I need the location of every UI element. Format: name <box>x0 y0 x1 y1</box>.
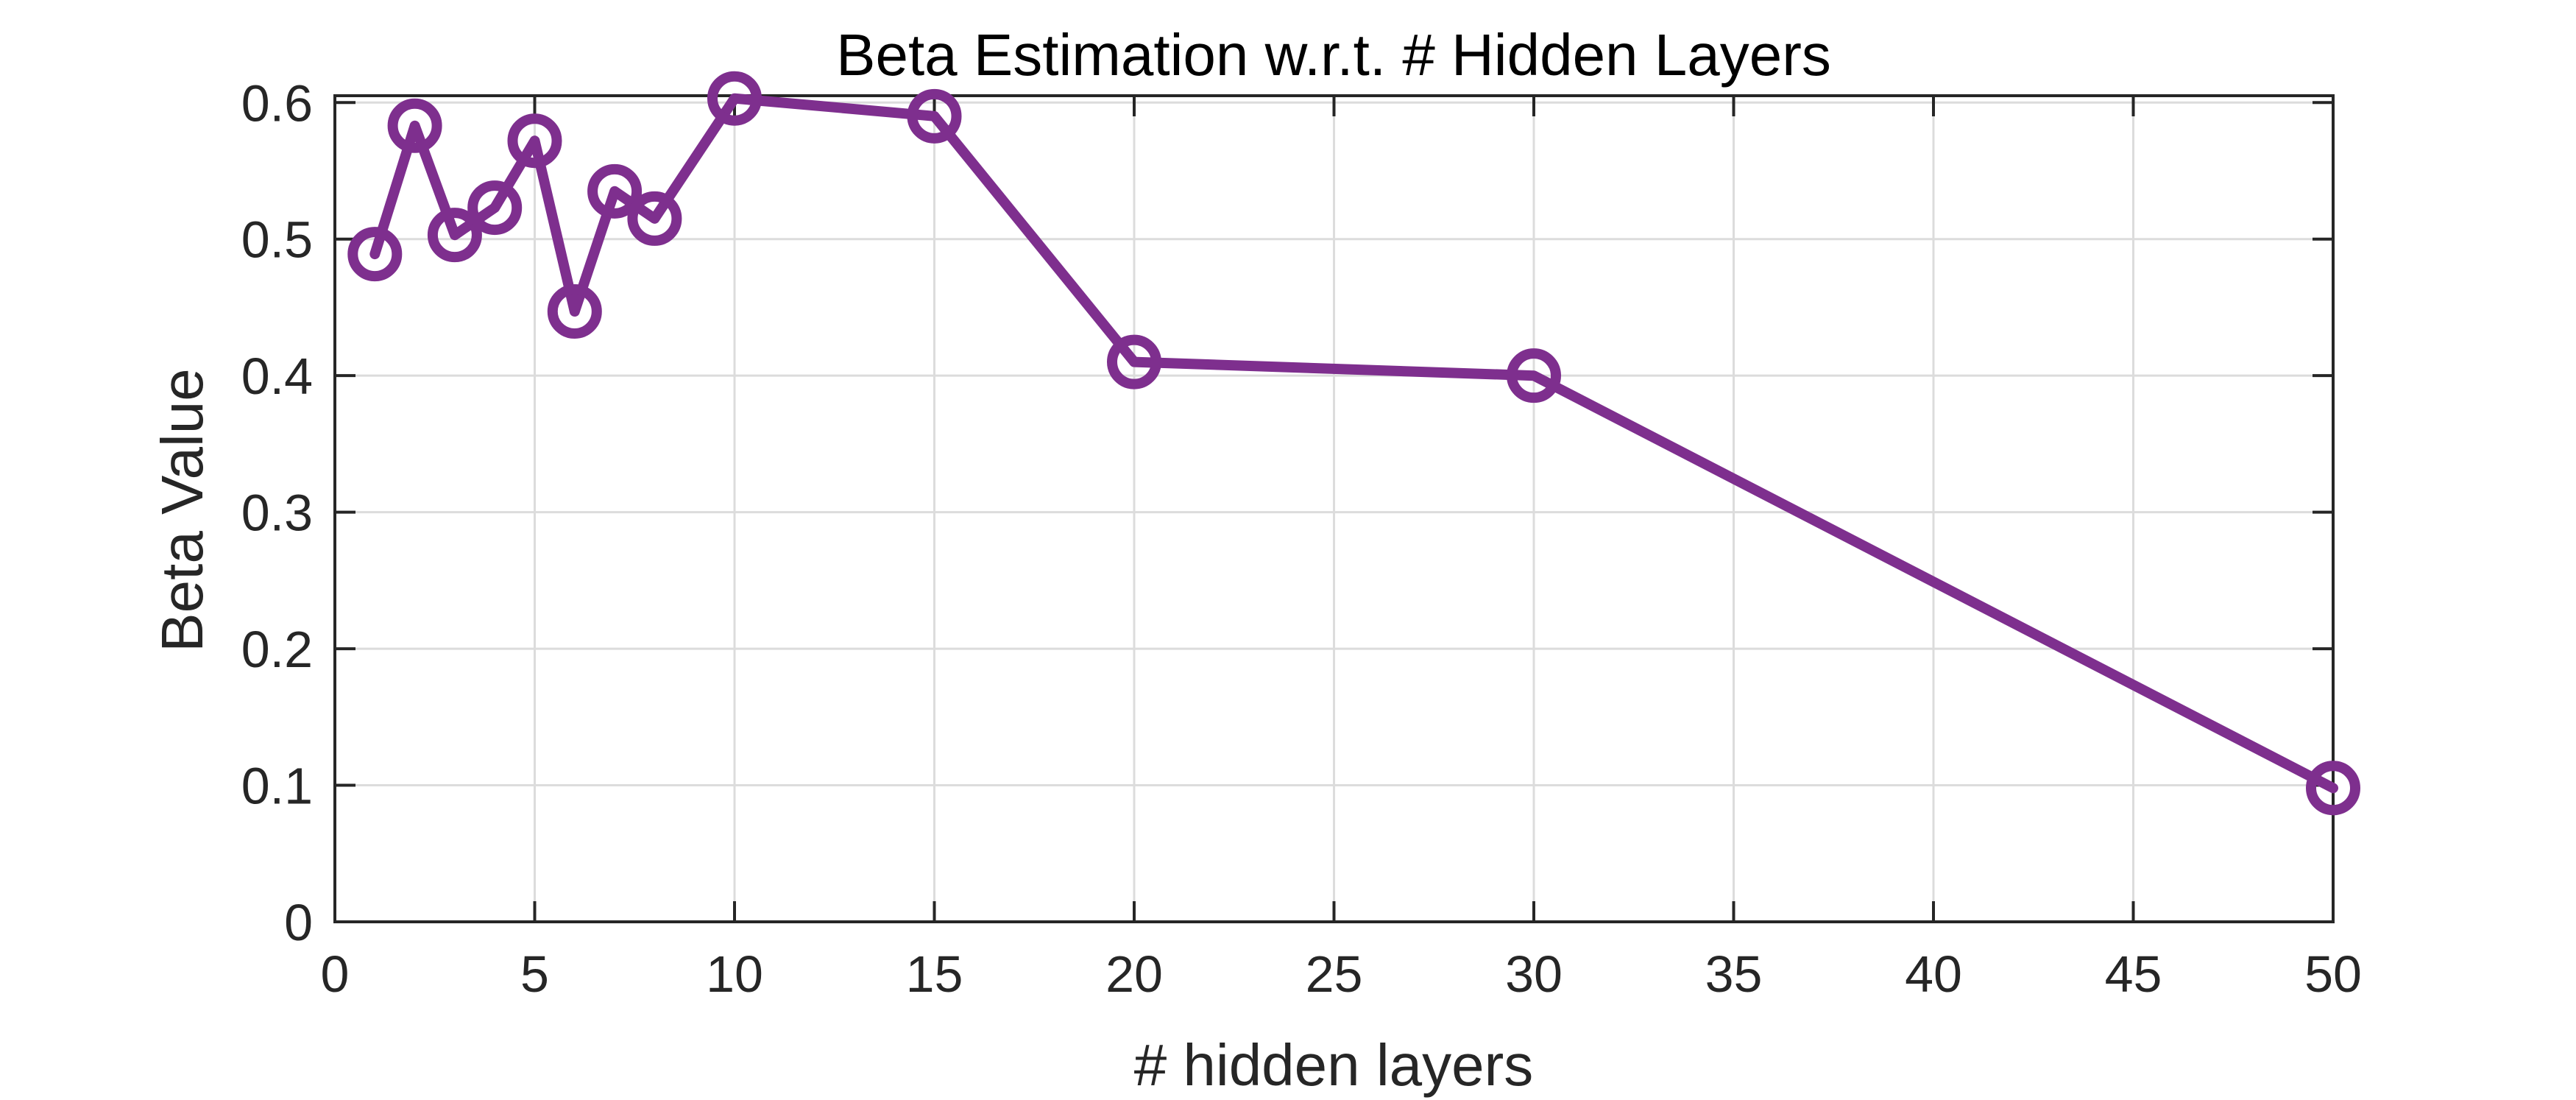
y-tick-label: 0 <box>284 894 313 951</box>
x-tick-label: 30 <box>1505 945 1563 1003</box>
x-tick-label: 0 <box>321 945 350 1003</box>
y-tick-label: 0.4 <box>241 348 313 405</box>
data-point-marker <box>547 284 602 339</box>
x-tick-label: 20 <box>1105 945 1163 1003</box>
y-tick-label: 0.2 <box>241 621 313 678</box>
data-point-marker <box>387 98 442 153</box>
x-tick-label: 35 <box>1705 945 1763 1003</box>
y-tick-label: 0.3 <box>241 484 313 542</box>
x-tick-label: 25 <box>1306 945 1363 1003</box>
y-tick-labels: 0 0.1 0.2 0.3 0.4 0.5 0.6 <box>241 74 313 951</box>
y-axis-label: Beta Value <box>149 368 215 652</box>
y-tick-label: 0.1 <box>241 758 313 815</box>
data-point-marker <box>507 113 562 169</box>
x-tick-labels: 0 5 10 15 20 25 30 35 40 45 50 <box>321 945 2362 1003</box>
x-axis-label: # hidden layers <box>1134 1032 1534 1098</box>
data-point-marker <box>2306 761 2360 816</box>
y-tick-label: 0.6 <box>241 74 313 132</box>
data-point-marker <box>347 227 403 282</box>
series-line <box>369 93 2338 794</box>
axis-ticks <box>333 96 2335 923</box>
x-tick-label: 5 <box>520 945 549 1003</box>
data-point-marker <box>467 180 523 236</box>
chart-title: Beta Estimation w.r.t. # Hidden Layers <box>836 22 1831 88</box>
data-point-marker <box>707 71 762 126</box>
x-tick-label: 10 <box>706 945 763 1003</box>
data-point-marker <box>627 191 682 246</box>
x-tick-label: 15 <box>906 945 963 1003</box>
x-tick-label: 40 <box>1905 945 1962 1003</box>
data-point-marker <box>1507 348 1561 403</box>
series-layer <box>347 71 2360 816</box>
data-point-marker <box>1107 334 1161 389</box>
x-tick-label: 50 <box>2304 945 2362 1003</box>
y-tick-label: 0.5 <box>241 211 313 269</box>
data-point-marker <box>907 88 962 144</box>
data-point-marker <box>587 163 643 219</box>
data-point-marker <box>427 208 482 263</box>
x-tick-label: 45 <box>2105 945 2162 1003</box>
